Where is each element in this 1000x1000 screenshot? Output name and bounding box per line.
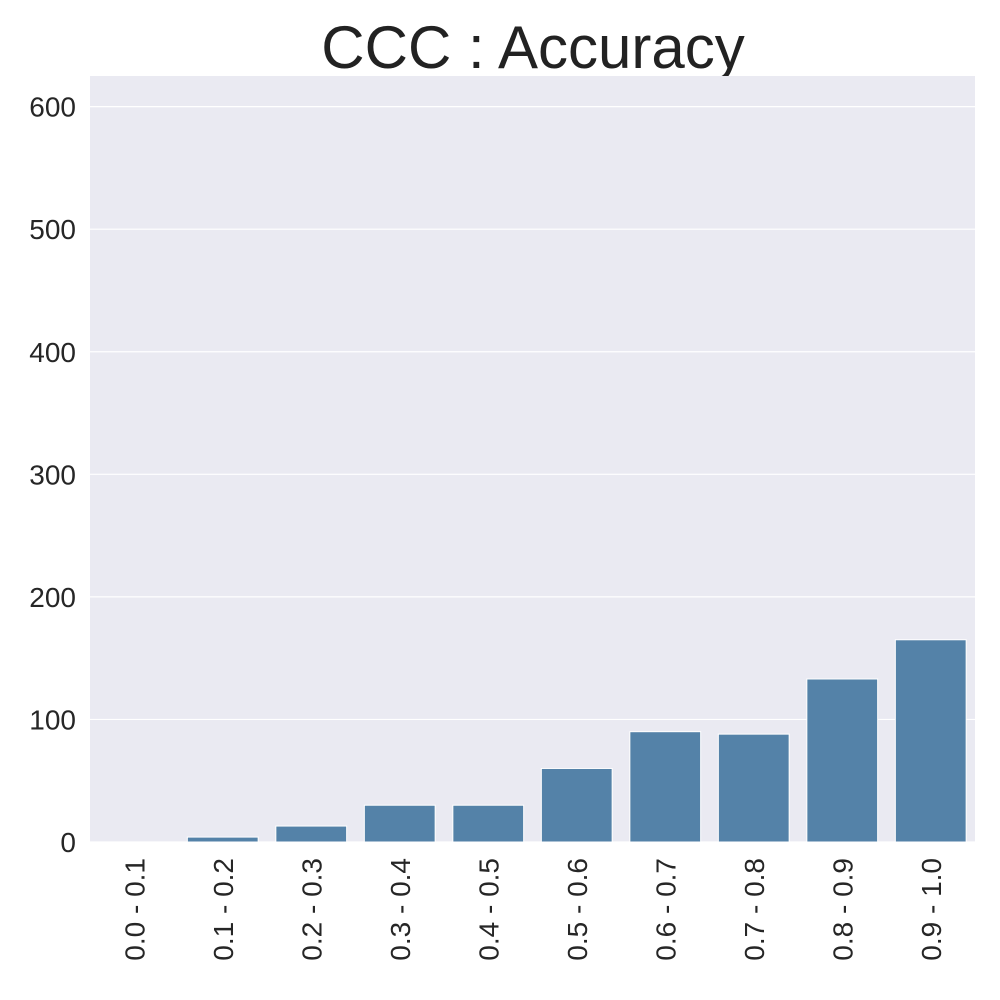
y-tick-label: 600 bbox=[29, 92, 76, 123]
y-tick-label: 200 bbox=[29, 582, 76, 613]
x-tick-label: 0.2 - 0.3 bbox=[296, 858, 327, 961]
y-tick-label: 300 bbox=[29, 459, 76, 490]
bar bbox=[894, 639, 967, 843]
y-tick-label: 400 bbox=[29, 337, 76, 368]
y-tick-label: 0 bbox=[60, 827, 76, 858]
bar bbox=[717, 733, 790, 843]
x-tick-label: 0.5 - 0.6 bbox=[562, 858, 593, 961]
bars bbox=[186, 639, 967, 843]
x-tick-label: 0.4 - 0.5 bbox=[473, 858, 504, 961]
bar bbox=[363, 804, 436, 843]
y-axis-tick-labels: 0 100 200 300 400 500 600 bbox=[29, 92, 76, 858]
x-tick-label: 0.3 - 0.4 bbox=[385, 858, 416, 961]
bar bbox=[275, 825, 348, 843]
x-tick-label: 0.6 - 0.7 bbox=[650, 858, 681, 961]
x-axis-tick-labels: 0.0 - 0.1 0.1 - 0.2 0.2 - 0.3 0.3 - 0.4 0.4 … bbox=[119, 858, 947, 961]
bar bbox=[629, 731, 702, 843]
y-tick-label: 100 bbox=[29, 704, 76, 735]
bar bbox=[540, 767, 613, 843]
x-tick-label: 0.7 - 0.8 bbox=[739, 858, 770, 961]
x-tick-label: 0.8 - 0.9 bbox=[827, 858, 858, 961]
chart-title: CCC : Accuracy bbox=[321, 14, 744, 81]
x-tick-label: 0.1 - 0.2 bbox=[208, 858, 239, 961]
bar bbox=[452, 804, 525, 843]
y-tick-label: 500 bbox=[29, 214, 76, 245]
x-tick-label: 0.0 - 0.1 bbox=[119, 858, 150, 961]
x-tick-label: 0.9 - 1.0 bbox=[916, 858, 947, 961]
bar bbox=[186, 836, 259, 843]
bar bbox=[806, 678, 879, 843]
